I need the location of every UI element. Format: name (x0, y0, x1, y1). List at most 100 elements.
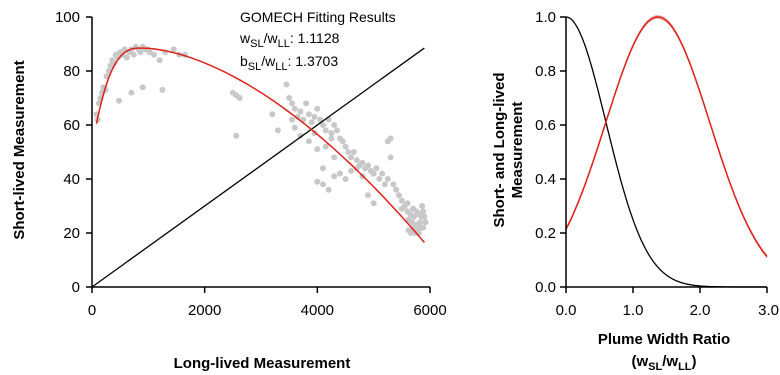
scatter-point (381, 181, 388, 188)
x-tick-label: 3.0 (758, 302, 779, 319)
scatter-points (93, 43, 429, 236)
scatter-point (328, 130, 335, 137)
fit-curve (95, 47, 425, 243)
scatter-point (274, 127, 281, 134)
scatter-point (291, 124, 298, 131)
scatter-point (139, 84, 146, 91)
scatter-point (353, 157, 360, 164)
annotation-b-ratio: bSL/wLL: 1.3703 (240, 53, 338, 73)
x-tick-label: 2000 (188, 302, 221, 319)
red-curve-band (566, 15, 767, 259)
scatter-point (314, 105, 321, 112)
scatter-point (137, 49, 144, 56)
scatter-point (387, 154, 394, 161)
y-axis-title: Short-lived Measurement (11, 60, 28, 239)
red-curve (565, 16, 768, 258)
y-tick-label: 100 (55, 9, 80, 26)
scatter-point (308, 119, 315, 126)
scatter-point (289, 116, 295, 123)
left-panel: 0 2000 4000 6000 0 20 40 60 80 100 Long-lived Me… (11, 9, 447, 372)
scatter-point (398, 197, 405, 204)
scatter-point (420, 208, 427, 215)
y-ticks: 0.0 0.2 0.4 0.6 0.8 1.0 (535, 9, 566, 296)
scatter-point (345, 149, 352, 155)
y-tick-label: 0.0 (535, 279, 556, 296)
x-tick-label: 0.0 (556, 302, 577, 319)
scatter-point (336, 170, 343, 177)
y-ticks: 0 20 40 60 80 100 (55, 9, 92, 296)
x-tick-label: 1.0 (623, 302, 644, 319)
scatter-point (422, 219, 429, 226)
scatter-point (303, 100, 310, 107)
scatter-point (123, 54, 130, 61)
scatter-point (116, 97, 122, 104)
scatter-point (320, 122, 326, 128)
scatter-point (331, 154, 338, 161)
scatter-point (297, 132, 304, 139)
scatter-point (412, 224, 419, 231)
y-tick-label: 0.6 (535, 117, 556, 134)
scatter-point (289, 100, 295, 107)
scatter-point (286, 95, 293, 101)
scatter-point (305, 111, 312, 118)
fit-annotation: GOMECH Fitting Results wSL/wLL: 1.1128 b… (239, 9, 396, 73)
scatter-point (328, 135, 335, 142)
scatter-point (393, 186, 400, 193)
scatter-point (411, 213, 418, 220)
scatter-point (311, 113, 318, 120)
scatter-point (317, 116, 324, 123)
scatter-point (419, 203, 426, 209)
scatter-point (170, 46, 177, 53)
scatter-point (384, 176, 391, 182)
scatter-point (146, 49, 153, 56)
scatter-point (334, 127, 340, 134)
y-tick-label: 40 (63, 171, 80, 188)
scatter-point (314, 146, 321, 153)
scatter-point (320, 181, 326, 188)
scatter-point (404, 200, 411, 207)
x-tick-label: 0 (88, 302, 96, 319)
scatter-point (418, 213, 425, 220)
scatter-point (233, 132, 240, 139)
x-tick-label: 4000 (301, 302, 334, 319)
y-tick-label: 1.0 (535, 9, 556, 26)
scatter-point (379, 170, 386, 177)
scatter-point (409, 219, 415, 226)
scatter-point (396, 192, 402, 199)
scatter-point (320, 165, 326, 172)
scatter-point (294, 113, 301, 120)
y-tick-label: 60 (63, 117, 80, 134)
x-axis-title-line2: (wSL/wLL) (631, 353, 696, 373)
scatter-point (353, 165, 360, 172)
scatter-point (325, 186, 332, 193)
scatter-point (373, 165, 380, 172)
scatter-point (365, 192, 371, 199)
scatter-point (370, 200, 377, 207)
scatter-point (114, 54, 121, 61)
x-tick-label: 6000 (413, 302, 446, 319)
scatter-point (384, 138, 391, 145)
scatter-point (348, 167, 355, 174)
scatter-point (305, 138, 312, 145)
scatter-point (322, 127, 329, 134)
scatter-point (297, 108, 304, 115)
scatter-point (159, 86, 166, 93)
scatter-point (390, 181, 397, 188)
scatter-point (130, 51, 137, 58)
scatter-point (156, 57, 163, 64)
scatter-point (370, 170, 377, 177)
y-tick-label: 80 (63, 63, 80, 80)
scatter-point (151, 51, 157, 58)
scatter-point (365, 162, 371, 169)
scatter-point (398, 205, 405, 212)
annotation-title: GOMECH Fitting Results (240, 9, 396, 25)
scatter-point (416, 219, 423, 226)
scatter-point (236, 95, 243, 101)
identity-line (91, 47, 425, 288)
scatter-point (342, 143, 349, 150)
y-tick-label: 0 (72, 279, 80, 296)
scatter-point (331, 122, 338, 128)
y-axis-title-line1: Short- and Long-lived (491, 73, 508, 228)
scatter-point (128, 89, 135, 96)
